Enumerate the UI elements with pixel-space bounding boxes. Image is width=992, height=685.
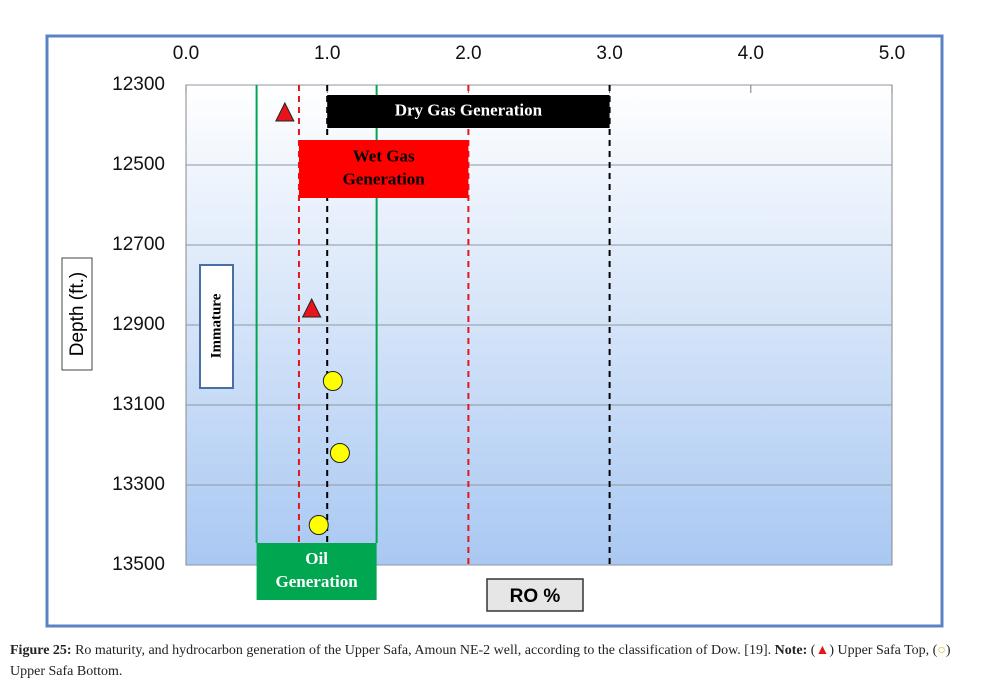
caption: Figure 25: Ro maturity, and hydrocarbon …: [10, 643, 951, 679]
y-axis-label-box: Depth (ft.): [61, 257, 93, 371]
zone-label: Oil: [305, 549, 328, 568]
zone-box: [256, 543, 377, 600]
x-tick-label: 1.0: [314, 43, 340, 64]
x-axis-label-box: [486, 578, 584, 612]
y-tick-label: 13300: [112, 474, 165, 495]
zone-label: Generation: [276, 572, 359, 591]
data-point: [329, 443, 350, 463]
caption-text: Ro maturity, and hydrocarbon generation …: [75, 643, 772, 658]
zone-box: [327, 95, 610, 128]
legend-entry: Upper Safa Bottom: [10, 664, 119, 679]
y-tick-label: 12700: [112, 234, 165, 255]
y-tick-label: 12500: [112, 154, 165, 175]
y-tick-label: 12900: [112, 314, 165, 335]
data-point: [308, 515, 329, 535]
x-tick-label: 2.0: [455, 43, 481, 64]
legend-circle: ○: [937, 643, 946, 658]
data-point: [301, 297, 322, 318]
x-tick-label: 0.0: [173, 43, 199, 64]
caption-note: Note:: [774, 643, 808, 658]
immature-label: Immature: [208, 293, 224, 358]
data-point: [275, 101, 295, 122]
x-tick-label: 4.0: [738, 43, 764, 64]
y-tick-label: 13100: [112, 394, 165, 415]
zone-label: Wet Gas: [353, 146, 415, 165]
immature-box: [199, 264, 234, 389]
legend-triangle: ▲: [815, 643, 830, 658]
zone-label: Dry Gas Generation: [395, 100, 543, 119]
y-axis-label: Depth (ft.): [67, 272, 88, 356]
zone-box: [298, 140, 469, 198]
y-tick-label: 12300: [112, 74, 165, 95]
caption-label: Figure 25:: [10, 643, 72, 658]
y-tick-label: 13500: [112, 554, 165, 575]
legend-entry: Upper Safa Top: [837, 643, 926, 658]
data-point: [322, 371, 343, 391]
x-tick-label: 3.0: [596, 43, 622, 64]
x-axis-label: RO %: [510, 586, 561, 607]
zone-label: Generation: [343, 169, 426, 188]
x-tick-label: 5.0: [879, 43, 905, 64]
